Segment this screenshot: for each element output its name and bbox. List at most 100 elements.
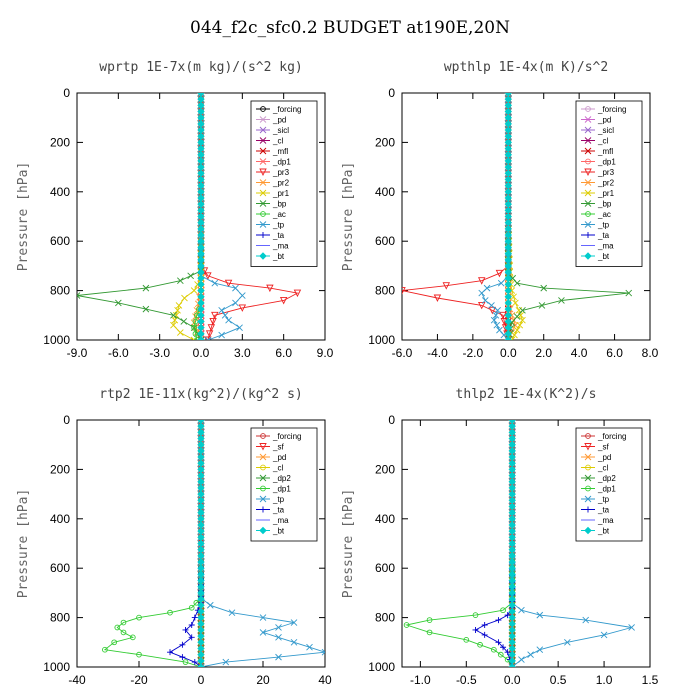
- data-point: [519, 316, 526, 324]
- data-point: [275, 634, 282, 641]
- data-point: [513, 279, 521, 287]
- x-tick-label: -40: [68, 673, 86, 687]
- data-point: [497, 279, 505, 287]
- data-point: [518, 656, 525, 663]
- x-tick-label: -0.5: [456, 673, 477, 687]
- legend-marker: [584, 474, 592, 482]
- data-point: [177, 329, 184, 336]
- x-tick-label: -3.0: [149, 346, 170, 360]
- data-point: [426, 629, 433, 636]
- series-line: [481, 93, 509, 340]
- data-point: [477, 277, 486, 285]
- y-tick-label: 0: [63, 413, 70, 427]
- legend-marker: [259, 526, 267, 535]
- data-point: [504, 336, 512, 340]
- legend-label: _ta: [597, 231, 610, 240]
- x-tick-label: 0.5: [550, 673, 567, 687]
- y-tick-label: 600: [375, 234, 395, 248]
- data-point: [114, 624, 121, 631]
- data-point: [495, 269, 504, 278]
- data-point: [170, 321, 177, 329]
- data-point: [499, 311, 507, 320]
- y-tick-label: 0: [63, 86, 70, 100]
- data-point: [504, 93, 512, 97]
- legend-marker: [260, 211, 266, 217]
- data-point: [495, 617, 502, 624]
- data-point: [204, 272, 212, 280]
- y-axis-label: Pressure [hPa]: [341, 489, 356, 599]
- y-tick-label: 400: [50, 185, 70, 199]
- legend-marker: [584, 443, 592, 451]
- data-point: [500, 607, 506, 614]
- data-point: [290, 619, 298, 626]
- data-point: [513, 313, 521, 320]
- data-point: [181, 294, 188, 302]
- data-point: [426, 617, 433, 623]
- data-point: [187, 272, 194, 280]
- data-point: [239, 292, 246, 299]
- data-point: [478, 289, 486, 297]
- y-tick-label: 400: [375, 185, 395, 199]
- plot-area: [102, 420, 325, 667]
- x-tick-label: 8.0: [642, 346, 659, 360]
- data-point: [536, 611, 544, 619]
- data-point: [508, 663, 516, 667]
- legend-marker: [259, 200, 267, 207]
- data-point: [275, 624, 282, 631]
- chart-title: wpthlp 1E-4x(m K)/s^2: [444, 60, 608, 75]
- y-tick-label: 0: [388, 413, 395, 427]
- data-point: [490, 316, 498, 324]
- page-title: 044_f2c_sfc0.2 BUDGET at190E,20N: [190, 18, 510, 38]
- data-point: [232, 299, 239, 307]
- legend-label: _sf: [597, 443, 609, 452]
- data-point: [197, 336, 205, 340]
- legend-label: _pr3: [597, 168, 615, 177]
- legend-label: _dp1: [272, 158, 291, 167]
- legend-label: _tp: [597, 221, 610, 230]
- data-point: [538, 302, 546, 309]
- data-point: [582, 616, 590, 624]
- legend-label: _pr1: [597, 189, 615, 198]
- data-point: [321, 648, 325, 656]
- x-tick-label: 9.0: [317, 346, 334, 360]
- legend-marker: [259, 168, 267, 177]
- series-line: [200, 93, 243, 340]
- y-tick-label: 200: [375, 462, 395, 476]
- legend-label: _pd: [272, 116, 286, 125]
- plot-area: [77, 93, 302, 340]
- data-point: [182, 626, 189, 633]
- legend-marker: [259, 126, 267, 134]
- legend-marker: [584, 126, 592, 134]
- y-tick-label: 600: [50, 234, 70, 248]
- data-point: [504, 649, 511, 656]
- data-point: [180, 318, 188, 325]
- data-point: [197, 336, 205, 340]
- legend-label: _forcing: [597, 432, 626, 441]
- legend-marker: [259, 179, 267, 186]
- y-tick-label: 800: [375, 284, 395, 298]
- legend-label: _pr2: [597, 179, 615, 188]
- data-point: [536, 646, 544, 654]
- data-point: [519, 307, 526, 314]
- legend-label: _ta: [272, 231, 285, 240]
- chart-panel-1: wprtp 1E-7x(m kg)/(s^2 kg) Pressure [hPa]…: [16, 60, 334, 360]
- data-point: [500, 644, 507, 651]
- data-point: [488, 302, 495, 309]
- legend-marker: [259, 189, 267, 197]
- data-point: [172, 311, 180, 319]
- legend-label: _ta: [272, 506, 285, 515]
- y-tick-label: 800: [50, 611, 70, 625]
- x-tick-label: 4.0: [571, 346, 588, 360]
- data-point: [177, 277, 184, 285]
- data-point: [191, 614, 198, 621]
- data-point: [190, 287, 198, 294]
- legend-marker: [260, 464, 266, 471]
- legend-marker: [259, 252, 267, 260]
- chart-panel-3: rtp2 1E-11x(kg^2)/(kg^2 s) Pressure [hPa]…: [16, 387, 332, 687]
- legend-label: _cl: [272, 137, 283, 146]
- legend-label: _mfl: [272, 147, 288, 156]
- legend-marker: [260, 232, 266, 238]
- legend: _forcing _pd_sicl _cl_mfl _dp1_pr3 _pr2_pr1 _…: [575, 100, 643, 267]
- y-tick-label: 800: [375, 611, 395, 625]
- data-point: [293, 289, 302, 298]
